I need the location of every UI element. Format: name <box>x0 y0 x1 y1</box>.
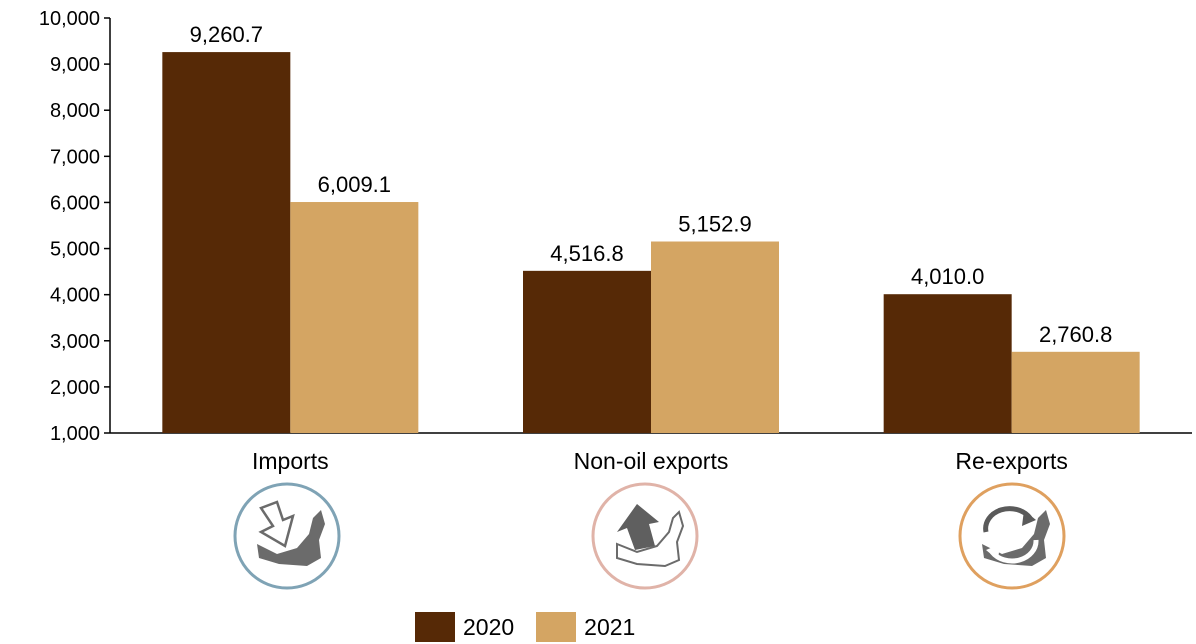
bars <box>162 52 1140 434</box>
data-label-2021-0: 6,009.1 <box>318 172 391 197</box>
bar-2020-0 <box>162 52 291 434</box>
category-label-2: Re-exports <box>955 448 1067 474</box>
bar-2020-2 <box>883 294 1012 433</box>
y-tick-label: 7,000 <box>50 146 100 168</box>
legend-item-2021: 2021 <box>536 612 635 642</box>
y-tick-label: 8,000 <box>50 100 100 122</box>
y-tick-label: 10,000 <box>39 8 100 30</box>
data-label-2020-1: 4,516.8 <box>550 241 623 266</box>
y-tick-label: 5,000 <box>50 239 100 261</box>
y-tick-label: 3,000 <box>50 331 100 353</box>
data-label-2020-0: 9,260.7 <box>190 22 263 47</box>
legend-label-2020: 2020 <box>463 613 515 640</box>
legend-swatch-2021 <box>536 612 577 642</box>
legend-label-2021: 2021 <box>584 613 636 640</box>
y-tick-label: 6,000 <box>50 192 100 214</box>
legend: 2020 2021 <box>415 612 657 642</box>
data-label-2020-2: 4,010.0 <box>911 264 984 289</box>
legend-swatch-2020 <box>415 612 455 642</box>
bar-2020-1 <box>523 270 651 433</box>
bar-2021-1 <box>651 241 779 433</box>
legend-item-2020: 2020 <box>415 612 514 642</box>
data-label-2021-2: 2,760.8 <box>1039 322 1112 347</box>
y-tick-label: 1,000 <box>50 423 100 445</box>
category-label-0: Imports <box>252 448 329 474</box>
y-tick-label: 2,000 <box>50 377 100 399</box>
data-labels: 9,260.7 6,009.1 4,516.8 5,152.9 4,010.0 2,760… <box>190 22 1113 347</box>
non-oil-exports-icon <box>591 482 699 590</box>
y-tick-label: 4,000 <box>50 285 100 307</box>
data-label-2021-1: 5,152.9 <box>678 212 751 237</box>
category-labels: Imports Non-oil exports Re-exports <box>252 448 1068 474</box>
imports-icon <box>233 482 341 590</box>
category-label-1: Non-oil exports <box>574 448 729 474</box>
bar-2021-2 <box>1011 351 1140 433</box>
bar-2021-0 <box>290 202 419 433</box>
re-exports-icon <box>958 482 1066 590</box>
y-tick-label: 9,000 <box>50 54 100 76</box>
